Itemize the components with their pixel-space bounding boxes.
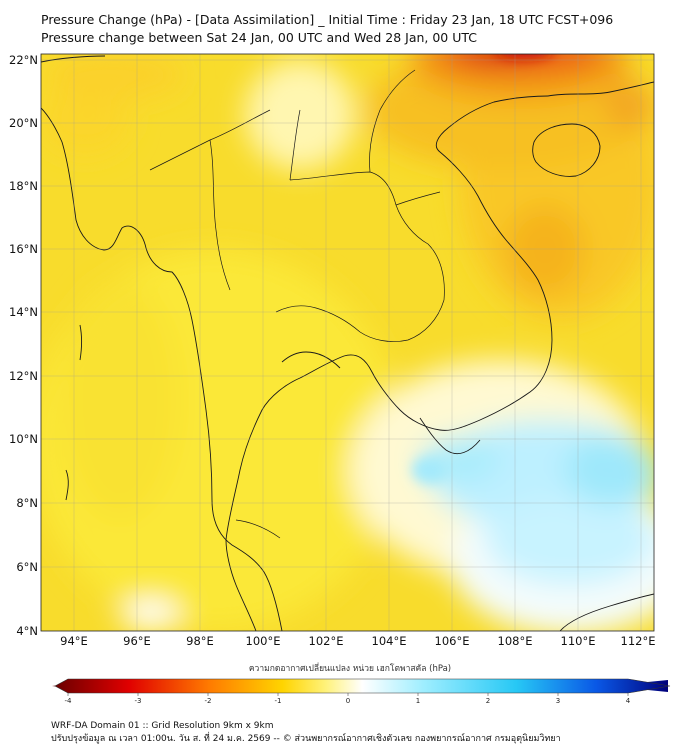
lon-label-96: 96°E bbox=[123, 634, 151, 648]
lat-lon-grid bbox=[41, 54, 654, 631]
map-subtitle: Pressure change between Sat 24 Jan, 00 U… bbox=[41, 30, 478, 45]
lat-label-18: 18°N bbox=[9, 179, 38, 193]
footer-update-credit: ปรับปรุงข้อมูล ณ เวลา 01:00น. วัน ส. ที่… bbox=[51, 734, 561, 744]
colorbar-tick-3: 3 bbox=[556, 697, 560, 705]
lon-label-112: 112°E bbox=[621, 634, 656, 648]
colorbar-tick-minus4: -4 bbox=[65, 697, 73, 705]
lat-label-16: 16°N bbox=[9, 242, 38, 256]
footer-model-info: WRF-DA Domain 01 :: Grid Resolution 9km … bbox=[51, 721, 274, 731]
colorbar-title: ความกดอากาศเปลี่ยนแปลง หน่วย เฮกโตพาสคัล… bbox=[249, 662, 451, 674]
lon-label-102: 102°E bbox=[309, 634, 344, 648]
lon-label-110: 110°E bbox=[561, 634, 596, 648]
lat-label-20: 20°N bbox=[9, 116, 38, 130]
lon-label-106: 106°E bbox=[435, 634, 470, 648]
pressure-field bbox=[41, 54, 654, 631]
lon-label-108: 108°E bbox=[498, 634, 533, 648]
lon-label-104: 104°E bbox=[372, 634, 407, 648]
lat-label-22: 22°N bbox=[9, 53, 38, 67]
lon-label-98: 98°E bbox=[186, 634, 214, 648]
lat-label-8: 8°N bbox=[16, 496, 38, 510]
coastlines bbox=[41, 55, 654, 631]
colorbar-gradient bbox=[54, 678, 671, 694]
lon-label-94: 94°E bbox=[60, 634, 88, 648]
lat-label-10: 10°N bbox=[9, 432, 38, 446]
map-title: Pressure Change (hPa) - [Data Assimilati… bbox=[41, 12, 614, 27]
lat-label-14: 14°N bbox=[9, 305, 38, 319]
colorbar-tick-minus3: -3 bbox=[135, 697, 142, 705]
latitude-labels: 22°N 20°N 18°N 16°N 14°N 12°N 10°N 8°N 6… bbox=[9, 53, 38, 638]
colorbar-tick-1: 1 bbox=[416, 697, 420, 705]
lon-label-100: 100°E bbox=[246, 634, 281, 648]
map-frame bbox=[40, 53, 655, 632]
colorbar-tick-2: 2 bbox=[486, 697, 490, 705]
colorbar: ความกดอากาศเปลี่ยนแปลง หน่วย เฮกโตพาสคัล… bbox=[52, 662, 671, 705]
lat-label-4: 4°N bbox=[16, 624, 38, 638]
colorbar-tick-minus2: -2 bbox=[205, 697, 212, 705]
lat-label-12: 12°N bbox=[9, 369, 38, 383]
colorbar-tick-0: 0 bbox=[346, 697, 350, 705]
longitude-labels: 94°E 96°E 98°E 100°E 102°E 104°E 106°E 1… bbox=[60, 634, 655, 648]
colorbar-tick-minus1: -1 bbox=[275, 697, 282, 705]
colorbar-tick-4: 4 bbox=[626, 697, 631, 705]
lat-label-6: 6°N bbox=[16, 560, 38, 574]
